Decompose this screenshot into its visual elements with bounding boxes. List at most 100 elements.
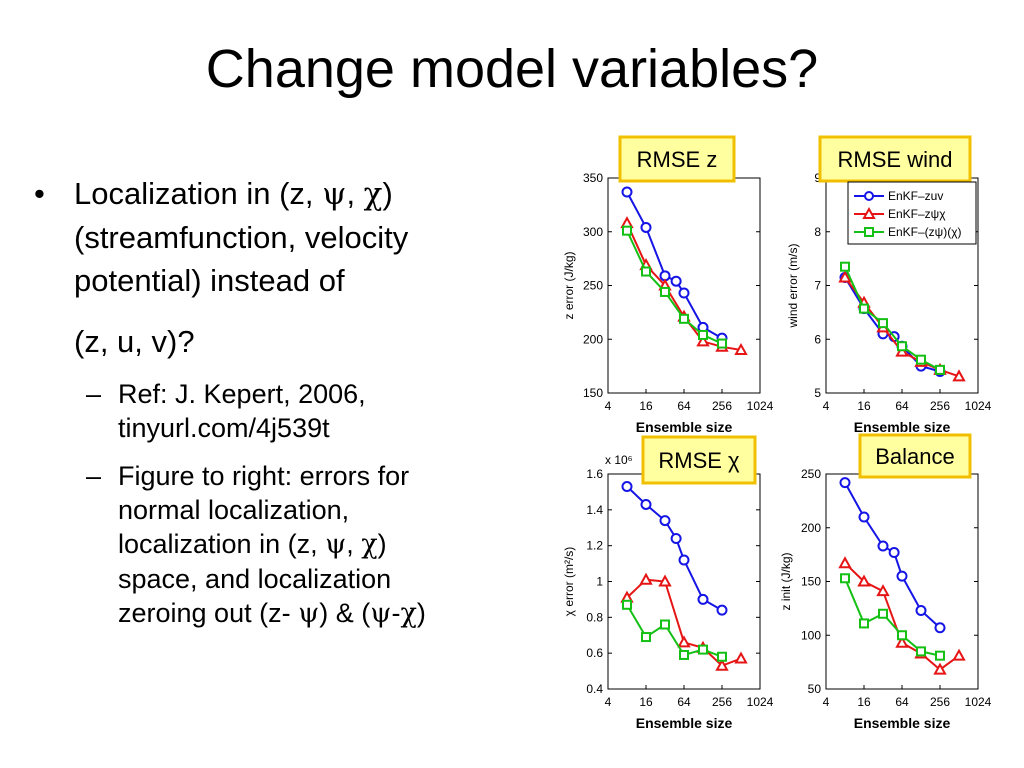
text-segment: , [346,176,364,211]
data-point-circle [877,540,889,552]
series-line-2 [844,276,960,378]
bullet-list: • Localization in (z, ψ, χ) (streamfuncti… [28,172,548,631]
text-segment: Localization in (z, [74,176,323,211]
data-point-circle [716,604,728,616]
chart-legend: EnKF–zuv EnKF–zψχ EnKF–(zψ)(χ) [847,181,977,245]
y-tick-label: 250 [801,467,821,481]
data-point-circle [839,477,851,489]
x-axis-label: Ensemble size [854,419,951,435]
plot-area [607,177,761,394]
y-tick-label: 0.4 [586,682,603,696]
data-point-square [935,650,945,661]
y-tick-label: 8 [814,225,821,239]
chart-title: RMSE wind [838,147,953,172]
data-point-circle [888,546,900,558]
text-line: Ref: J. Kepert, 2006, [118,377,548,411]
chart-3: 4 16 64 256 1024 0.4 0.6 0.8 1 1.2 1.4 1.6 Ensemble … [562,435,774,731]
x-tick-label: 16 [639,695,653,709]
text-segment: Figure to right: errors for [118,461,410,491]
data-point-triangle [895,635,909,648]
greek-symbol: ψ [322,176,347,212]
data-point-triangle [952,648,966,661]
text-segment: , [346,529,362,559]
series-line-2 [626,222,742,351]
y-tick-label: 0.8 [586,610,603,624]
data-point-square [916,354,926,365]
data-point-square [935,364,945,375]
chart-title-box [858,433,972,479]
data-point-triangle [838,270,852,283]
y-tick-label: 1.6 [586,467,603,481]
data-point-square [622,225,632,236]
data-point-square [897,341,907,352]
y-tick-label: 50 [808,682,822,696]
text-line: (z, u, v)? [74,320,548,363]
sub-bullet-dash: – [86,461,102,491]
legend-label: EnKF–zψχ [888,207,946,221]
data-point-circle [678,554,690,566]
data-point-square [660,619,670,630]
sub-bullet-figure-description-text: Figure to right: errors for normal locali… [118,459,548,631]
y-tick-label: 350 [583,171,603,185]
chart-title: RMSE χ [658,448,740,473]
text-segment: Ref: J. Kepert, 2006, [118,379,366,409]
text-segment: ) [382,176,393,211]
legend-label: EnKF–zuv [888,189,943,203]
y-axis-label: z init (J/kg) [779,552,793,610]
chart-4: 4 16 64 256 1024 50 100 150 200 250 Ensemble size z… [779,433,992,731]
data-point-square [622,599,632,610]
data-point-square [698,644,708,655]
text-segment: ) [416,598,426,628]
data-point-circle [640,221,652,233]
bullet-dot: • [34,176,45,211]
greek-symbol: χ [400,598,417,629]
data-point-triangle [876,584,890,597]
x-tick-label: 16 [857,695,871,709]
y-tick-label: 100 [801,628,821,642]
x-tick-label: 64 [677,695,691,709]
text-segment: potential) instead of [74,263,345,298]
y-tick-label: 1.4 [586,503,603,517]
chart-title-box [618,135,736,183]
text-segment: (streamfunction, velocity [74,220,409,255]
chart-title-box [818,135,972,183]
data-point-circle [621,481,633,493]
text-segment: normal localization, [118,495,350,525]
data-point-circle [678,287,690,299]
data-point-square [641,632,651,643]
data-point-square [878,608,888,619]
data-point-square [660,286,670,297]
data-point-triangle [857,574,871,587]
text-line: zeroing out (z- ψ) & (ψ-χ) [118,596,548,631]
greek-symbol: ψ [325,529,347,560]
x-tick-label: 64 [677,399,691,413]
x-tick-label: 1024 [965,399,992,413]
data-point-square [840,261,850,272]
greek-symbol: χ [363,176,383,212]
data-point-square [717,338,727,349]
chart-2: 4 16 64 256 1024 5 6 7 8 9 Ensemble size wind error… [786,135,992,435]
data-point-triangle [734,651,748,664]
legend-label: EnKF–(zψ)(χ) [888,225,962,239]
text-segment: space, and localization [118,564,392,594]
text-line: potential) instead of [74,259,548,302]
x-tick-label: 1024 [747,695,774,709]
data-point-square [840,573,850,584]
data-point-square [698,329,708,340]
data-point-square [897,630,907,641]
x-tick-label: 256 [930,695,950,709]
x-tick-label: 4 [605,695,612,709]
y-tick-label: 150 [583,386,603,400]
y-tick-label: 250 [583,279,603,293]
text-line: Localization in (z, ψ, χ) [74,172,548,216]
data-point-square [916,646,926,657]
data-point-square [859,618,869,629]
data-point-triangle [696,334,710,347]
greek-symbol: ψ [298,598,320,629]
y-axis-label: z error (J/kg) [562,251,576,319]
data-point-circle [934,622,946,634]
y-tick-label: 7 [814,279,821,293]
y-axis-label: χ error (m²/s) [562,547,576,617]
data-point-triangle [658,574,672,587]
